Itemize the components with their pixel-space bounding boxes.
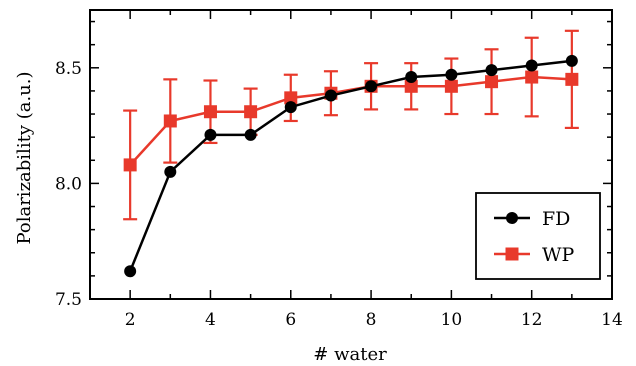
data-point bbox=[324, 89, 337, 102]
y-tick-label: 8.5 bbox=[55, 59, 82, 79]
plot-area bbox=[123, 29, 579, 278]
legend: FD WP bbox=[475, 192, 601, 280]
x-tick-label: 14 bbox=[601, 310, 623, 330]
legend-box bbox=[475, 192, 601, 280]
x-tick-label: 10 bbox=[441, 310, 463, 330]
data-point bbox=[203, 105, 217, 119]
data-point bbox=[404, 79, 418, 93]
data-point bbox=[565, 54, 578, 67]
legend-marker bbox=[505, 247, 519, 261]
y-axis-label: Polarizability (a.u.) bbox=[14, 71, 35, 244]
x-tick-label: 4 bbox=[205, 310, 216, 330]
data-point bbox=[445, 68, 458, 81]
series-fd bbox=[124, 54, 578, 278]
series-line-fd bbox=[128, 59, 572, 272]
legend-label: FD bbox=[542, 208, 570, 230]
y-tick-label: 7.5 bbox=[55, 290, 82, 310]
data-point bbox=[244, 128, 257, 141]
data-point bbox=[525, 59, 538, 72]
data-point bbox=[284, 101, 297, 114]
data-point bbox=[444, 79, 458, 93]
data-point bbox=[204, 128, 217, 141]
legend-item-fd: FD bbox=[494, 208, 570, 230]
x-tick-label: 2 bbox=[125, 310, 136, 330]
data-point bbox=[365, 80, 378, 93]
data-point bbox=[244, 105, 258, 119]
data-point bbox=[124, 265, 137, 278]
legend-item-wp: WP bbox=[494, 244, 575, 266]
x-tick-label: 6 bbox=[285, 310, 296, 330]
series-wp bbox=[123, 29, 579, 221]
legend-marker bbox=[506, 212, 518, 224]
data-point bbox=[525, 70, 539, 84]
y-tick-label: 8.0 bbox=[55, 174, 82, 194]
legend-label: WP bbox=[542, 244, 575, 266]
data-point bbox=[485, 75, 499, 89]
plot-frame bbox=[89, 9, 613, 300]
data-point bbox=[164, 165, 177, 178]
data-point bbox=[163, 114, 177, 128]
data-point bbox=[565, 72, 579, 86]
data-point bbox=[123, 158, 137, 172]
x-tick-label: 12 bbox=[521, 310, 543, 330]
x-tick-label: 8 bbox=[366, 310, 377, 330]
data-point bbox=[405, 71, 418, 84]
x-axis-label: # water bbox=[313, 344, 387, 365]
axes: 2 4 6 8 10 12 14 7.5 8.0 8.5 bbox=[55, 9, 623, 330]
data-point bbox=[284, 91, 298, 105]
data-point bbox=[485, 64, 498, 77]
